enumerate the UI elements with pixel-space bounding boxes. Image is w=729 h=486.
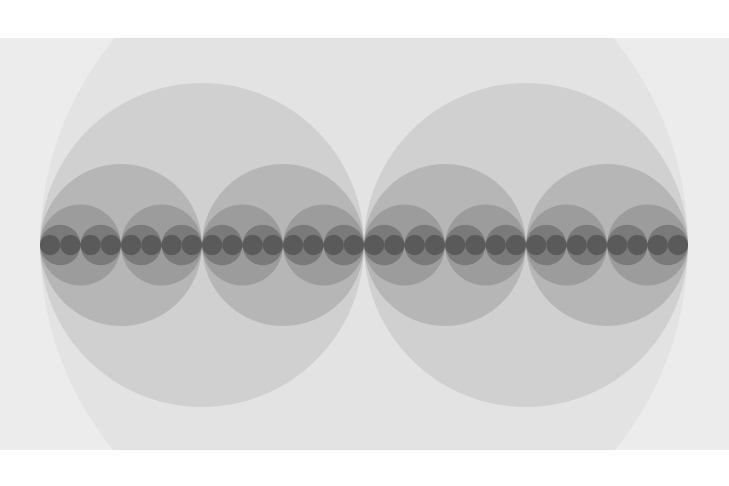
circle-level-6 bbox=[181, 234, 202, 256]
circle-level-6 bbox=[100, 234, 121, 256]
circle-level-6 bbox=[222, 234, 243, 256]
circle-level-6 bbox=[404, 234, 425, 256]
nested-circles-figure bbox=[0, 38, 729, 450]
circle-level-6 bbox=[323, 234, 344, 256]
circle-level-6 bbox=[40, 234, 61, 256]
circle-level-6 bbox=[647, 234, 668, 256]
circle-level-6 bbox=[121, 234, 142, 256]
circle-level-6 bbox=[627, 234, 648, 256]
circle-level-6 bbox=[364, 234, 385, 256]
circle-level-6 bbox=[141, 234, 162, 256]
circle-level-6 bbox=[566, 234, 587, 256]
circle-level-6 bbox=[546, 234, 567, 256]
circle-level-6 bbox=[161, 234, 182, 256]
circles-group bbox=[40, 38, 688, 450]
pattern-canvas bbox=[0, 38, 729, 450]
circle-level-6 bbox=[242, 234, 263, 256]
circle-level-6 bbox=[424, 234, 445, 256]
circle-level-6 bbox=[445, 234, 466, 256]
circle-level-6 bbox=[586, 234, 607, 256]
circle-level-6 bbox=[283, 234, 304, 256]
circle-level-6 bbox=[202, 234, 223, 256]
circle-level-6 bbox=[526, 234, 547, 256]
circle-level-6 bbox=[505, 234, 526, 256]
circle-level-6 bbox=[60, 234, 81, 256]
circle-level-6 bbox=[607, 234, 628, 256]
circle-level-6 bbox=[384, 234, 405, 256]
circle-level-6 bbox=[262, 234, 283, 256]
circle-level-6 bbox=[485, 234, 506, 256]
circle-level-6 bbox=[343, 234, 364, 256]
circle-level-6 bbox=[465, 234, 486, 256]
circle-level-6 bbox=[303, 234, 324, 256]
circle-level-6 bbox=[667, 234, 688, 256]
circle-level-6 bbox=[80, 234, 101, 256]
